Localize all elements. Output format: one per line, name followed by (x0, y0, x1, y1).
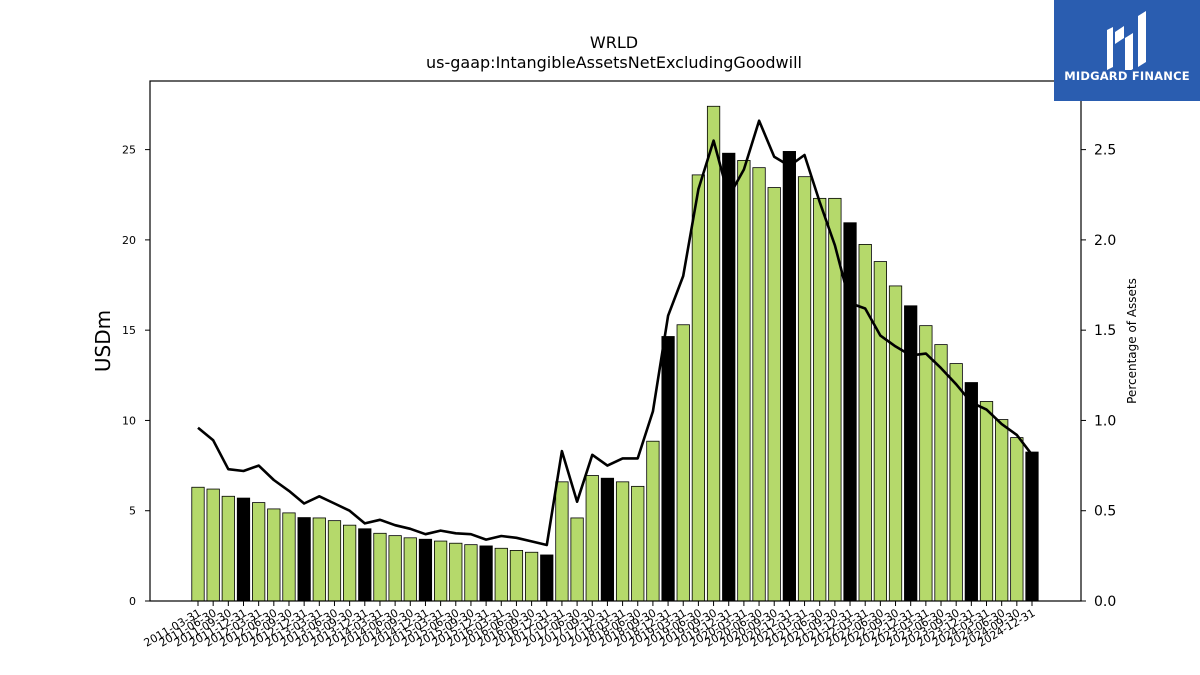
bar (737, 160, 751, 602)
bar (267, 508, 281, 602)
y-tick-label: 15 (122, 324, 136, 337)
bar (646, 440, 660, 602)
bar (904, 305, 918, 602)
bar (570, 517, 584, 602)
bar (964, 382, 978, 602)
bar (979, 401, 994, 602)
y-tick-label: 25 (122, 144, 136, 157)
bar (813, 197, 827, 602)
bar (949, 363, 963, 602)
bar (706, 105, 721, 602)
y2-tick-label: 0.5 (1094, 504, 1116, 520)
y2-tick-label: 2.5 (1094, 143, 1116, 159)
bar (858, 243, 872, 602)
bar (358, 528, 372, 602)
y-tick-label: 5 (129, 505, 136, 518)
bar (494, 547, 508, 602)
bar (464, 544, 478, 602)
bar (297, 517, 311, 602)
bar (388, 535, 402, 602)
brand-logo: MIDGARD FINANCE (1054, 0, 1200, 101)
y2-axis-label: Percentage of Assets (1125, 278, 1139, 404)
bar (722, 152, 736, 602)
bar (843, 222, 857, 602)
y-tick-label: 0 (129, 595, 136, 608)
bar (631, 485, 645, 602)
bar (919, 325, 933, 602)
midgard-logo-icon (1107, 11, 1146, 70)
y2-tick-label: 1.0 (1094, 413, 1116, 429)
bar (691, 174, 706, 602)
bar (1010, 437, 1024, 602)
y2-tick-label: 2.0 (1094, 233, 1116, 249)
percentage-line (197, 119, 1034, 547)
bar (479, 545, 493, 602)
bar (252, 502, 266, 602)
bar (236, 497, 251, 602)
bar (509, 550, 524, 602)
bar (1025, 451, 1039, 602)
bar (934, 344, 948, 602)
bar-group (191, 105, 1039, 602)
y-tick-label: 10 (122, 414, 136, 427)
brand-name: MIDGARD FINANCE (1064, 69, 1190, 83)
bar (995, 419, 1009, 602)
bar (615, 481, 630, 602)
bar (191, 486, 205, 602)
bar (873, 261, 887, 602)
x-axis-ticks: 2011-03-312011-06-302011-09-302011-12-31… (142, 601, 1038, 650)
bar (752, 167, 766, 602)
bar (797, 176, 812, 602)
y2-axis-ticks: 0.0 0.5 1.0 1.5 2.0 2.5 (1081, 143, 1116, 610)
bar (782, 151, 796, 602)
bar (555, 481, 569, 602)
bar (888, 285, 903, 602)
chart-subtitle: us-gaap:IntangibleAssetsNetExcludingGood… (426, 53, 802, 72)
bar (449, 542, 463, 602)
bar (767, 187, 781, 602)
bar (661, 336, 675, 602)
bar (433, 540, 448, 602)
y-axis-label: USDm (91, 310, 115, 372)
bar (343, 524, 357, 602)
y2-tick-label: 1.5 (1094, 323, 1116, 339)
bar (676, 324, 690, 602)
y-axis-ticks: 0 5 10 15 20 25 (122, 144, 150, 608)
bar (373, 532, 387, 602)
bar (585, 475, 599, 602)
bar (312, 517, 326, 602)
bar (418, 538, 433, 602)
bar (600, 477, 615, 602)
bar (403, 537, 417, 602)
bar (282, 512, 296, 602)
bar (206, 488, 220, 602)
plot-frame (149, 80, 1082, 602)
bar (327, 520, 342, 602)
y-tick-label: 20 (122, 234, 136, 247)
bar (524, 551, 539, 602)
bar (221, 495, 235, 602)
chart-title: WRLD (590, 33, 638, 52)
bar (540, 554, 554, 602)
y2-tick-label: 0.0 (1094, 594, 1116, 610)
